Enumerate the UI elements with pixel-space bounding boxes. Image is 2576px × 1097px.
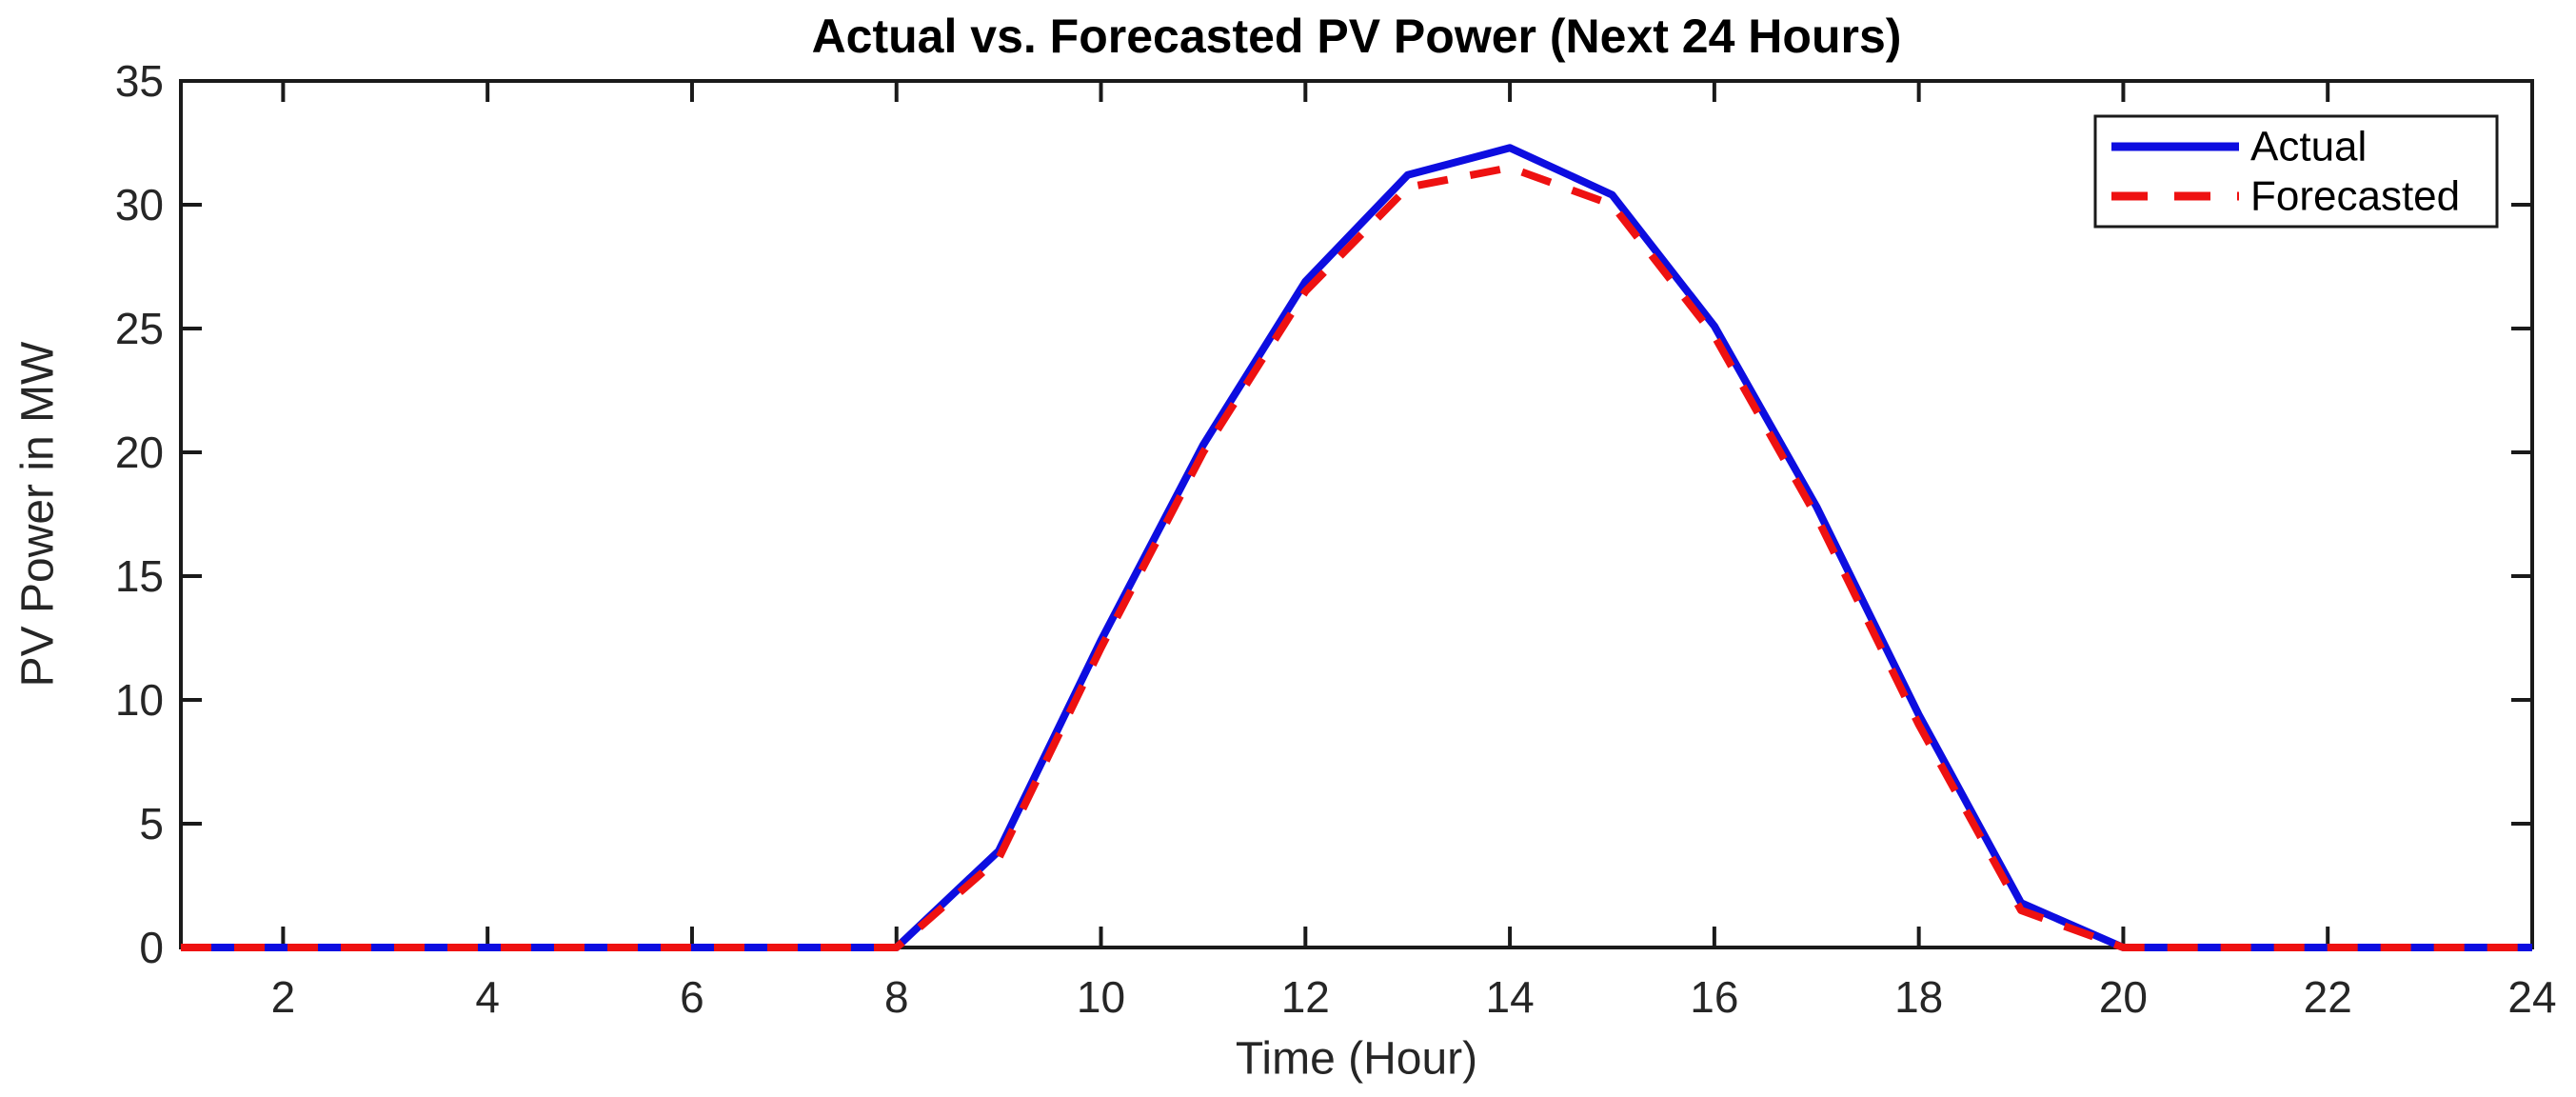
x-tick-label: 10: [1077, 972, 1125, 1022]
x-tick-label: 2: [271, 972, 296, 1022]
y-tick-label: 25: [115, 304, 164, 353]
y-tick-label: 0: [139, 923, 164, 972]
legend-forecasted-label: Forecasted: [2250, 173, 2460, 220]
y-tick-label: 35: [115, 56, 164, 106]
x-tick-label: 20: [2099, 972, 2148, 1022]
chart-title: Actual vs. Forecasted PV Power (Next 24 …: [812, 10, 1902, 63]
x-tick-label: 6: [680, 972, 704, 1022]
y-tick-label: 30: [115, 180, 164, 229]
x-tick-label: 22: [2304, 972, 2352, 1022]
x-tick-label: 18: [1894, 972, 1943, 1022]
y-tick-label: 5: [139, 799, 164, 848]
y-tick-labels: 0 5 10 15 20 25 30 35: [115, 56, 164, 972]
y-tick-label: 20: [115, 428, 164, 477]
legend-box: [2093, 114, 2499, 229]
x-tick-label: 8: [884, 972, 909, 1022]
axes-box: [179, 79, 2534, 949]
x-tick-label: 14: [1486, 972, 1535, 1022]
x-tick-labels: 2 4 6 8 10 12 14 16 18 20 22 24: [271, 972, 2557, 1022]
series-lines: [181, 144, 2532, 951]
y-axis-label: PV Power in MW: [13, 341, 64, 687]
x-tick-label: 16: [1690, 972, 1738, 1022]
axis-ticks: [181, 79, 2534, 949]
legend: Actual Forecasted: [2093, 114, 2499, 229]
legend-actual-label: Actual: [2250, 124, 2367, 170]
y-tick-label: 15: [115, 551, 164, 601]
series-line-forecasted: [181, 164, 2532, 951]
x-tick-label: 4: [475, 972, 500, 1022]
series-line-actual: [181, 144, 2532, 951]
x-tick-label: 12: [1281, 972, 1330, 1022]
y-tick-label: 10: [115, 675, 164, 725]
x-axis-label: Time (Hour): [1236, 1034, 1477, 1085]
plot-frame: [179, 79, 2534, 949]
x-tick-label: 24: [2507, 972, 2556, 1022]
